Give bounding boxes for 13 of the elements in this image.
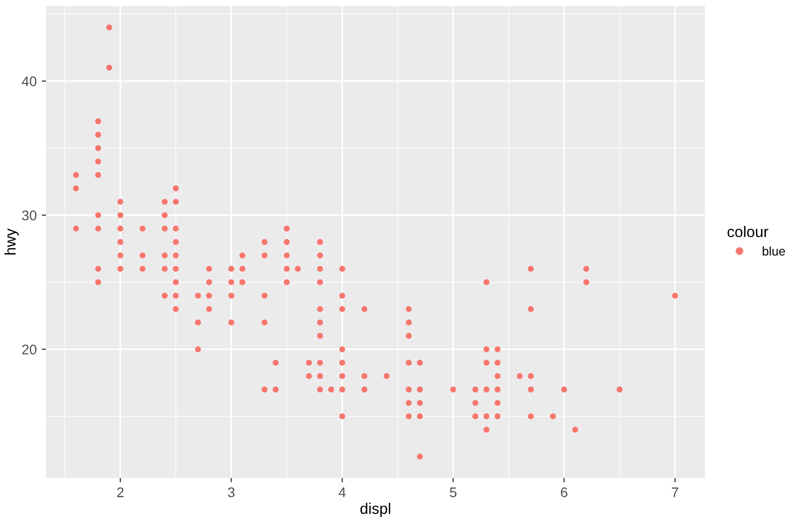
legend-title: colour: [728, 226, 768, 238]
x-tick-label: 3: [228, 487, 235, 498]
x-tick-label: 4: [338, 488, 346, 498]
x-tick-label: 7: [672, 488, 678, 498]
y-tick-label: 30: [22, 210, 36, 220]
y-tick-label: 20: [22, 344, 36, 354]
x-tick-label: 5: [450, 488, 456, 498]
x-axis-title: displ: [360, 502, 390, 517]
legend-label: blue: [762, 246, 786, 256]
y-axis-title: hwy: [4, 228, 19, 255]
y-tick-label: 40: [22, 76, 36, 86]
x-tick-label: 2: [117, 487, 124, 498]
x-tick-label: 6: [560, 487, 568, 498]
